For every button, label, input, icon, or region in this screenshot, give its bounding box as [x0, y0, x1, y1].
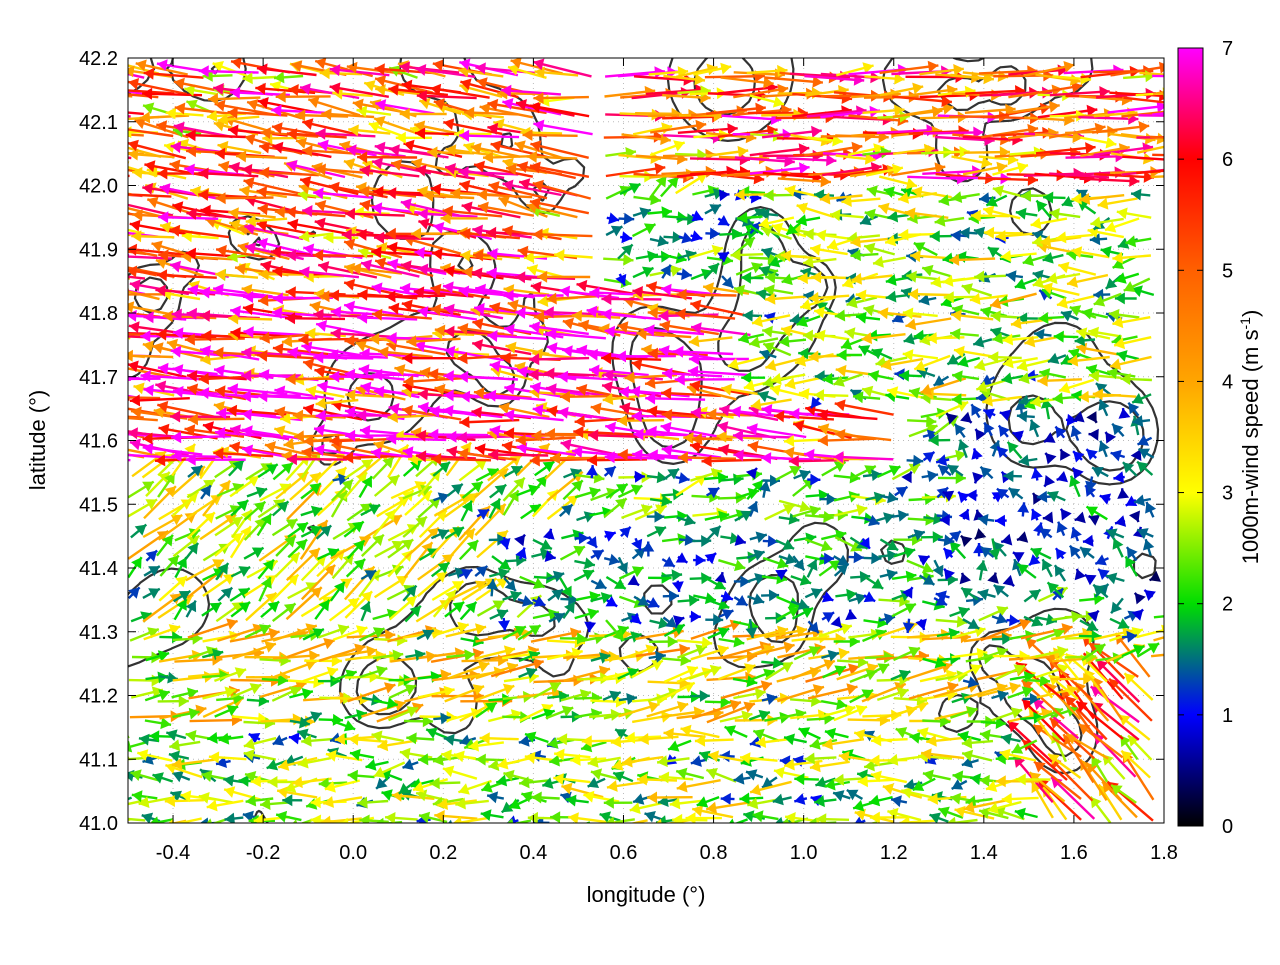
wind-vector — [566, 822, 590, 833]
wind-vector-head — [100, 391, 110, 403]
wind-vector-head — [113, 402, 124, 414]
wind-vector — [76, 354, 128, 366]
wind-vector-head — [100, 411, 110, 423]
wind-vector-head — [143, 822, 154, 834]
wind-vector-shaft — [566, 822, 590, 831]
wind-vector-head — [69, 406, 80, 418]
wind-vector-shaft — [102, 737, 129, 747]
wind-vector-head — [70, 452, 80, 464]
wind-vector — [69, 406, 129, 418]
wind-vector-shaft — [69, 411, 129, 417]
wind-vector — [98, 778, 129, 791]
wind-vector-head — [113, 796, 125, 807]
wind-vector-head — [98, 780, 110, 791]
wind-vector-head — [102, 738, 114, 749]
wind-vector — [70, 452, 130, 464]
wind-vector-shaft — [70, 398, 130, 400]
wind-vector-head — [566, 822, 577, 833]
wind-vector-head — [84, 409, 94, 421]
wind-vector-shaft — [76, 359, 128, 360]
wind-vector-shaft — [443, 823, 460, 829]
wind-vector — [70, 392, 130, 404]
wind-vector-head — [74, 418, 85, 430]
wind-vector-head — [847, 822, 858, 834]
wind-vector — [102, 737, 129, 749]
wind-vector-head — [70, 392, 80, 404]
wind-vector-head — [117, 362, 128, 374]
wind-vector-shaft — [98, 778, 129, 789]
wind-vector-shaft — [70, 458, 130, 460]
wind-vector — [847, 822, 878, 834]
wind-vector-shaft — [100, 397, 160, 398]
wind-vector-head — [112, 800, 123, 812]
